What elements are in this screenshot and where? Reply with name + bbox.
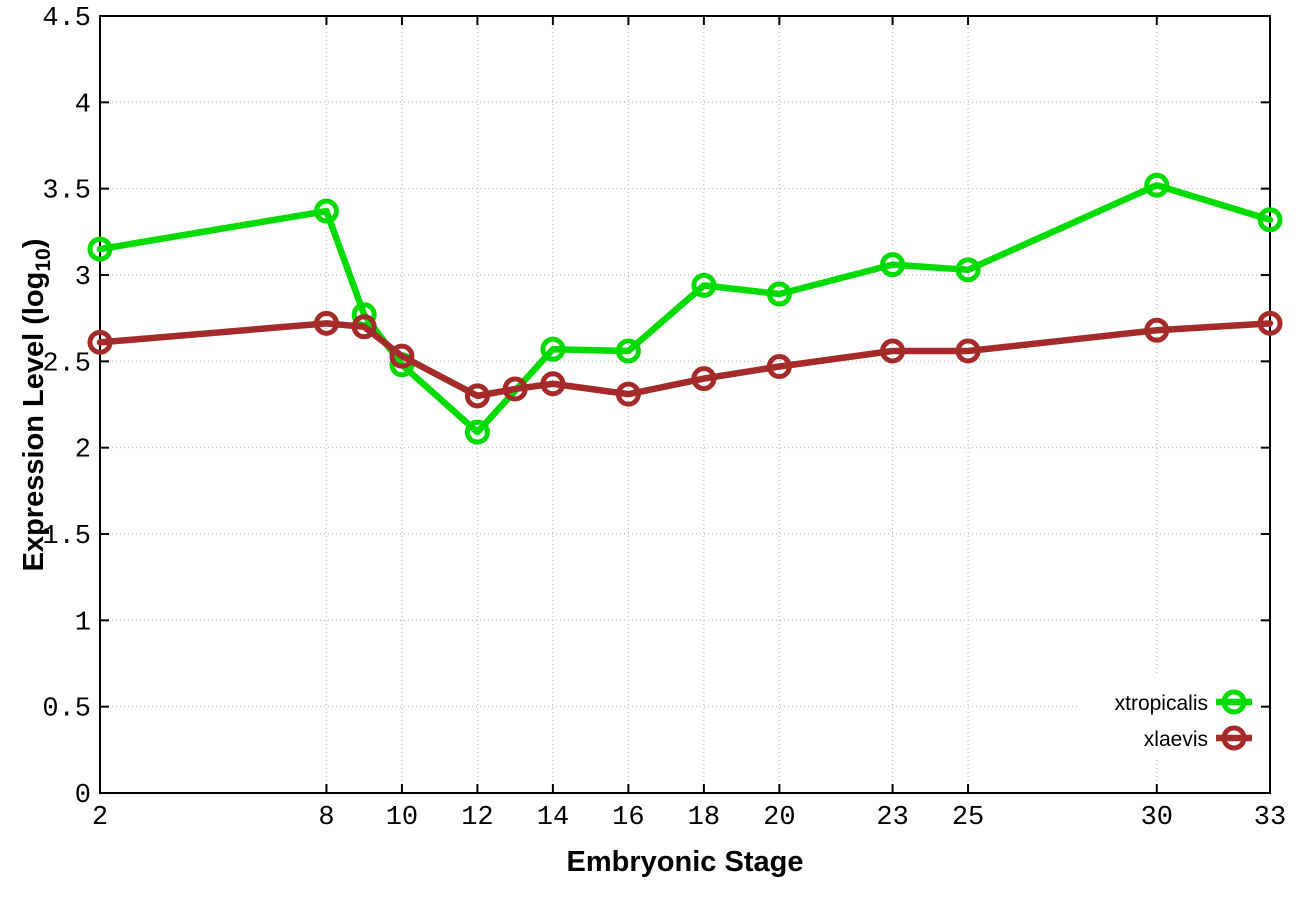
x-tick-label: 30 [1141,803,1173,833]
x-tick-label: 12 [461,803,493,833]
data-point-marker [540,336,566,362]
x-tick-label: 8 [318,803,334,833]
data-point-marker [313,310,339,336]
data-point-marker [540,371,566,397]
x-axis-label: Embryonic Stage [566,846,804,878]
y-axis-label: Expression Level (log10) [15,185,55,625]
y-axis-label-close: ) [18,238,50,249]
data-point-marker [87,329,113,355]
y-tick-label: 3 [75,263,91,293]
y-tick-label: 3.5 [42,177,91,207]
series-line [96,320,1274,400]
data-point-marker [691,366,717,392]
data-point-marker [615,338,641,364]
data-point-marker [389,343,415,369]
y-tick-label: 0 [75,781,91,811]
legend-item-xtropicalis: xtropicalis [1115,689,1252,715]
y-axis-label-subscript: 10 [32,248,55,272]
data-point-marker [464,419,490,445]
x-tick-label: 33 [1254,803,1286,833]
legend-label: xlaevis [1144,728,1208,751]
x-tick-labels: 2 8 10 12 14 16 18 20 23 25 30 33 [92,803,1286,833]
x-tick-label: 23 [876,803,908,833]
legend-marker-sample [1221,725,1247,751]
series-xtropicalis [87,172,1283,445]
y-tick-label: 2 [75,436,91,466]
data-point-marker [87,236,113,262]
legend-marker-sample [1221,689,1247,715]
tick-marks [99,15,1271,794]
y-tick-label: 1 [75,608,91,638]
data-point-marker [1257,207,1283,233]
x-tick-label: 16 [612,803,644,833]
data-point-marker [766,281,792,307]
series-line [96,181,1274,436]
x-tick-label: 10 [386,803,418,833]
x-tick-label: 18 [688,803,720,833]
y-tick-label: 1.5 [42,522,91,552]
data-point-marker [464,383,490,409]
x-tick-label: 25 [952,803,984,833]
x-tick-label: 20 [763,803,795,833]
data-point-marker [615,381,641,407]
y-tick-label: 4 [75,90,91,120]
plot-border [99,15,1271,794]
y-tick-label: 0.5 [42,695,91,725]
x-tick-label: 14 [537,803,569,833]
y-tick-labels: 0 0.5 1 1.5 2 2.5 3 3.5 4 4.5 [42,4,91,811]
x-tick-label: 2 [92,803,108,833]
data-point-marker [955,338,981,364]
y-axis-label-main: Expression Level (log [18,271,50,572]
y-tick-label: 4.5 [42,4,91,34]
legend-item-xlaevis: xlaevis [1144,725,1252,751]
legend: xtropicalis xlaevis [1115,689,1252,751]
data-point-marker [691,272,717,298]
series-xlaevis [87,310,1283,409]
data-point-marker [313,198,339,224]
legend-label: xtropicalis [1115,692,1208,715]
data-point-marker [1144,317,1170,343]
data-point-marker [880,252,906,278]
data-point-marker [766,354,792,380]
data-point-marker [880,338,906,364]
data-point-marker [955,257,981,283]
data-point-marker [351,314,377,340]
data-point-marker [1144,172,1170,198]
data-point-marker [1257,310,1283,336]
data-point-marker [502,376,528,402]
y-tick-label: 2.5 [42,349,91,379]
